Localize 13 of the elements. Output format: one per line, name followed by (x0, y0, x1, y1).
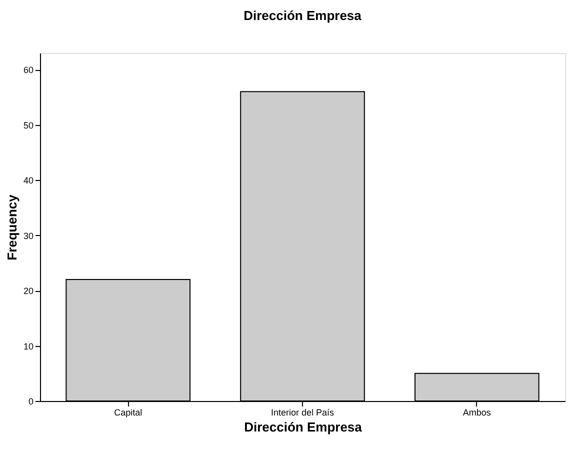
y-tick-label: 40 (23, 176, 34, 186)
chart-title: Dirección Empresa (244, 8, 362, 23)
y-tick-label: 20 (23, 286, 34, 296)
y-tick-label: 0 (28, 396, 34, 406)
y-tick-label: 10 (23, 341, 34, 352)
y-axis-title: Frequency (4, 194, 20, 260)
x-tick-label: Ambos (462, 408, 492, 418)
x-axis-title: Dirección Empresa (244, 420, 363, 434)
y-tick-label: 60 (23, 65, 34, 76)
x-tick-label: Interior del País (270, 408, 335, 418)
y-tick-label: 50 (23, 120, 34, 130)
y-tick-label: 30 (23, 230, 34, 241)
x-tick-label: Capital (114, 408, 142, 418)
